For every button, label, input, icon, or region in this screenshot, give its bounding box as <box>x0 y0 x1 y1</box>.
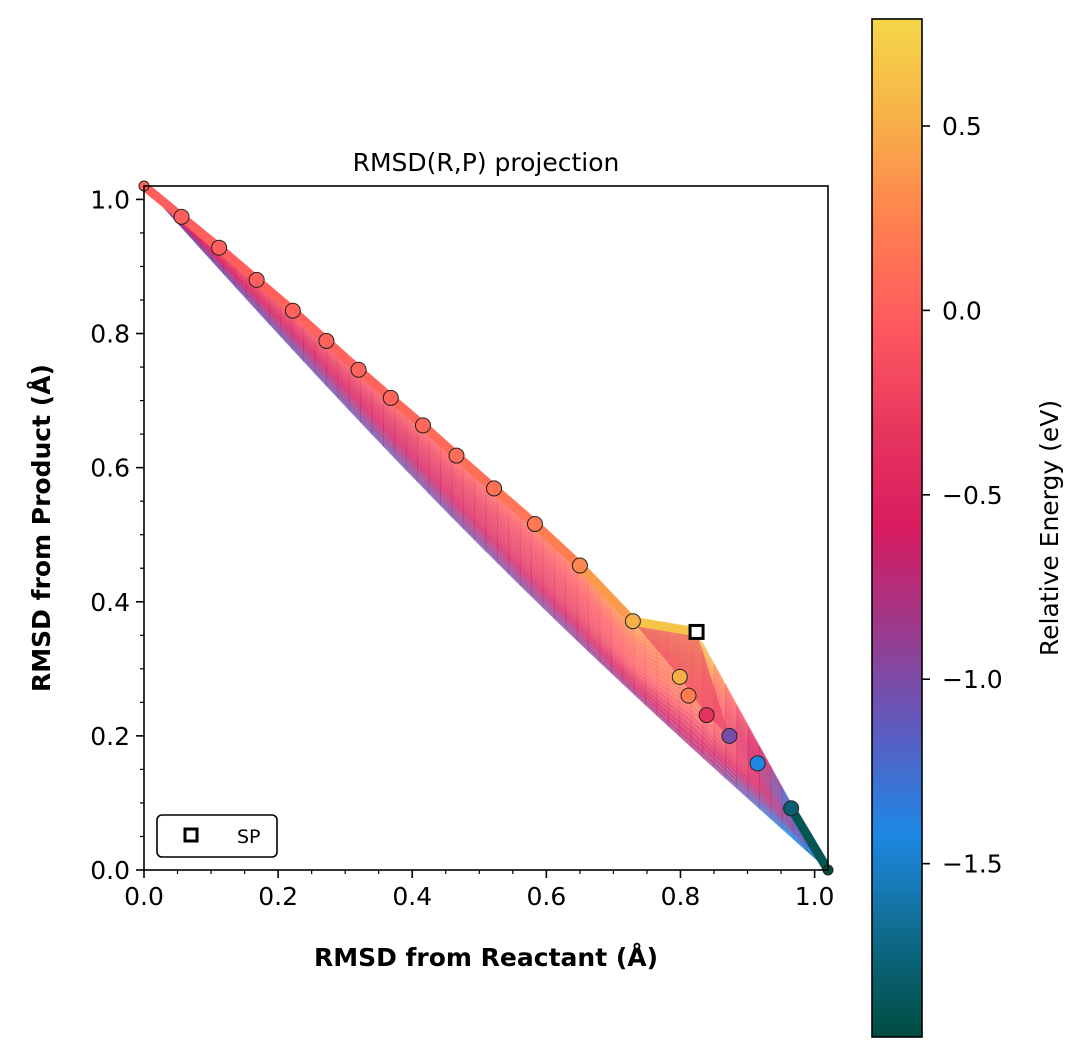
colorbar-tick-label: −1.5 <box>942 850 1003 879</box>
colorbar-ticks: 0.5 0.0 −0.5 −1.0 −1.5 <box>922 112 1003 879</box>
y-tick-label: 0.6 <box>90 454 130 483</box>
legend-sp-marker <box>183 827 199 843</box>
image-point <box>671 668 688 685</box>
path-segment <box>530 519 585 571</box>
y-tick-label: 0.0 <box>90 856 130 885</box>
plot-frame <box>143 185 829 871</box>
image-point <box>783 800 800 817</box>
image-point <box>749 755 766 772</box>
y-tick-label: 0.4 <box>90 588 130 617</box>
path-segment <box>214 243 262 285</box>
image-point <box>571 557 588 574</box>
colorbar-fill <box>871 18 923 1038</box>
y-tick-label: 1.0 <box>90 185 130 214</box>
image-point <box>211 239 228 256</box>
y-tick-label: 0.8 <box>90 320 130 349</box>
legend-sp-label: SP <box>237 826 261 848</box>
x-axis: 0.0 0.2 0.4 0.6 0.8 1.0 <box>124 870 834 911</box>
x-axis-label: RMSD from Reactant (Å) <box>314 943 658 972</box>
path-segment <box>575 561 638 626</box>
image-point <box>698 707 715 724</box>
saddle-point-layer <box>688 623 705 640</box>
image-point <box>350 361 367 378</box>
x-tick-label: 0.0 <box>124 882 164 911</box>
image-point <box>318 332 335 349</box>
x-tick-label: 0.8 <box>661 882 701 911</box>
colorbar-tick-label: −1.0 <box>942 665 1003 694</box>
image-point <box>284 302 301 319</box>
path-segment <box>786 803 828 870</box>
colorbar-tick-label: 0.5 <box>942 112 982 141</box>
path-segment <box>451 451 499 493</box>
image-point <box>448 447 465 464</box>
plot-area <box>138 180 834 876</box>
image-point <box>624 613 641 630</box>
legend-box <box>156 814 278 858</box>
image-point <box>721 727 738 744</box>
legend: SP <box>156 814 278 858</box>
energy-landscape <box>144 186 828 870</box>
x-tick-label: 0.6 <box>526 882 566 911</box>
colorbar-tick-label: −0.5 <box>942 481 1003 510</box>
image-point <box>414 417 431 434</box>
colorbar-tick-label: 0.0 <box>942 296 982 325</box>
path-segment <box>144 186 187 222</box>
image-point <box>526 515 543 532</box>
x-tick-label: 0.2 <box>258 882 298 911</box>
chart-title: RMSD(R,P) projection <box>353 148 620 177</box>
colorbar: 0.5 0.0 −0.5 −1.0 −1.5 Relative Energy (eV) <box>871 18 1064 1038</box>
x-tick-label: 1.0 <box>795 882 835 911</box>
path-segment <box>489 483 540 529</box>
y-tick-label: 0.2 <box>90 722 130 751</box>
image-point <box>486 480 503 497</box>
image-point <box>248 271 265 288</box>
path-segment <box>628 616 702 637</box>
y-axis: 0.0 0.2 0.4 0.6 0.8 1.0 <box>90 185 144 885</box>
image-point <box>173 208 190 225</box>
image-point <box>680 687 697 704</box>
colorbar-label: Relative Energy (eV) <box>1035 400 1064 656</box>
path-segment <box>177 212 224 253</box>
x-tick-label: 0.4 <box>392 882 432 911</box>
y-axis-label: RMSD from Product (Å) <box>27 364 56 692</box>
image-point <box>382 389 399 406</box>
saddle-point-marker <box>688 623 705 640</box>
